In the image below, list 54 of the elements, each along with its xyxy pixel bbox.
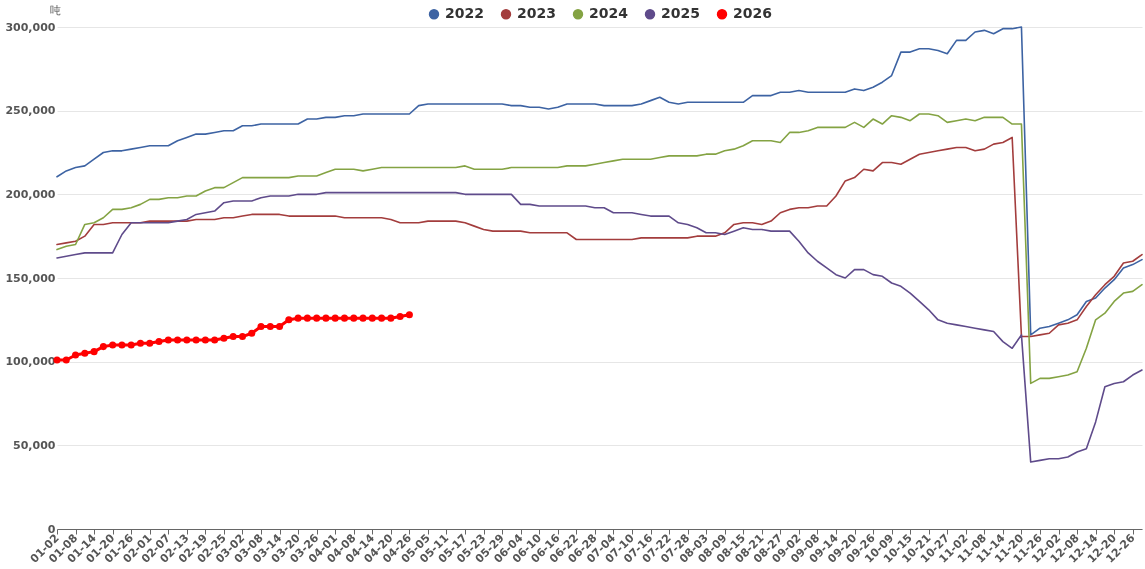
point (211, 336, 219, 344)
point (378, 314, 386, 322)
point (387, 314, 395, 322)
point (359, 314, 367, 322)
line-series (56, 26, 1143, 336)
point (72, 351, 80, 359)
y-tick-label: 100,000 (5, 355, 56, 369)
point (201, 336, 209, 344)
point (350, 314, 358, 322)
point (313, 314, 321, 322)
point (192, 336, 200, 344)
point (118, 341, 126, 349)
point (155, 338, 163, 346)
y-tick-label: 50,000 (13, 438, 56, 452)
y-tick-label: 150,000 (5, 271, 56, 285)
y-axis-title: 吨 (49, 3, 61, 17)
point (109, 341, 117, 349)
legend-label: 2023 (517, 5, 556, 22)
point (322, 314, 330, 322)
point (127, 341, 135, 349)
point (257, 323, 265, 331)
point (136, 339, 144, 347)
point (146, 339, 154, 347)
point (81, 349, 89, 357)
point (90, 348, 98, 356)
point (340, 314, 349, 322)
legend-label: 2026 (733, 5, 772, 22)
line-series (56, 136, 1143, 338)
legend-label: 2022 (445, 5, 484, 22)
y-tick-label: 250,000 (5, 104, 56, 118)
point (405, 311, 413, 319)
legend-label: 2025 (661, 5, 700, 22)
point (276, 323, 284, 331)
point (266, 323, 274, 331)
point (238, 333, 247, 341)
point (294, 314, 302, 322)
point (164, 336, 172, 344)
point (303, 314, 311, 322)
y-tick-label: 300,000 (5, 20, 56, 34)
point (229, 333, 237, 341)
point (396, 312, 404, 321)
line-series (56, 191, 1143, 463)
point (99, 343, 107, 351)
line-series (56, 113, 1143, 385)
point (331, 314, 339, 322)
point (368, 314, 376, 322)
point (220, 334, 228, 342)
y-tick-label: 200,000 (5, 187, 56, 201)
point (248, 329, 256, 337)
point (183, 336, 191, 344)
point (174, 336, 182, 344)
legend-label: 2024 (589, 5, 629, 22)
point (285, 316, 293, 324)
point (62, 356, 70, 364)
